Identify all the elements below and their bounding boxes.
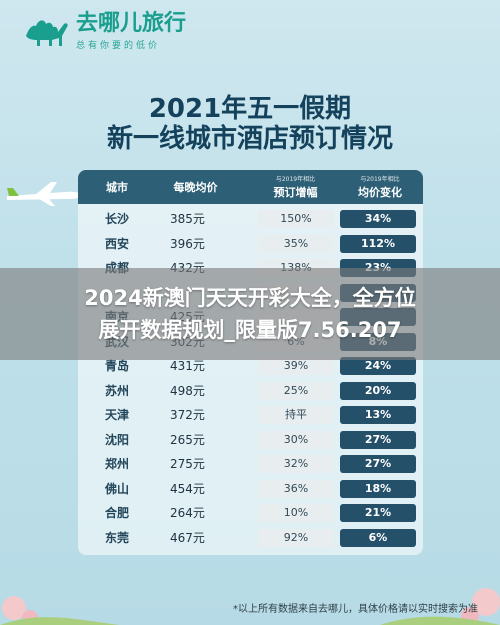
page-title: 2021年五一假期	[148, 94, 352, 124]
overlay-line-1: 2024新澳门天天开彩大全，全方位	[84, 286, 416, 310]
cell-city: 长沙	[105, 212, 130, 226]
table-row: 沈阳 265元 30% 27%	[78, 429, 423, 451]
cell-avg-change: 18%	[340, 479, 416, 498]
cell-city: 合肥	[105, 506, 130, 520]
brand-logo: 去哪儿旅行 总有你要的低价	[22, 12, 186, 51]
cell-avg-change: 13%	[340, 406, 416, 424]
cell-avg-change: 34%	[340, 210, 416, 228]
brand-slogan: 总有你要的低价	[76, 41, 161, 51]
cell-price: 396元	[170, 236, 205, 251]
table-row: 长沙 385元 150% 34%	[78, 208, 423, 230]
cell-booking-growth: 10%	[258, 504, 334, 522]
camel-logo-icon	[26, 19, 68, 46]
footnote: *以上所有数据来自去哪儿，具体价格请以实时搜索为准	[233, 604, 478, 615]
cell-price: 265元	[170, 432, 205, 447]
table-row: 东莞 467元 92% 6%	[78, 527, 423, 549]
page-subtitle: 新一线城市酒店预订情况	[106, 124, 393, 154]
hotel-booking-table: 城市 每晚均价 与2019年相比 预订增幅 与2019年相比 均价变化 长沙 38…	[78, 170, 423, 555]
cell-avg-change: 112%	[340, 234, 416, 253]
cell-city: 苏州	[105, 383, 130, 398]
cell-city: 沈阳	[105, 432, 130, 447]
cell-price: 498元	[170, 383, 205, 398]
cell-booking-growth: 150%	[258, 210, 334, 228]
cell-price: 264元	[170, 506, 205, 520]
cell-price: 372元	[170, 408, 205, 422]
header-booking: 与2019年相比 预订增幅	[273, 176, 318, 199]
table-row: 苏州 498元 25% 20%	[78, 380, 423, 402]
airplane-icon	[7, 182, 82, 206]
cell-booking-growth: 35%	[258, 234, 334, 253]
cell-avg-change: 27%	[340, 430, 416, 449]
cell-city: 天津	[105, 408, 130, 422]
table-row: 郑州 275元 32% 27%	[78, 453, 423, 475]
cell-booking-growth: 36%	[258, 479, 334, 498]
cell-city: 西安	[105, 236, 130, 251]
cell-price: 385元	[170, 212, 205, 226]
header-avg: 与2019年相比 均价变化	[358, 176, 402, 199]
header-city: 城市	[106, 181, 128, 194]
overlay-line-2: 展开数据规划_限量版7.56.207	[98, 318, 402, 342]
brand-name: 去哪儿旅行	[76, 11, 187, 36]
header-price: 每晚均价	[173, 181, 218, 194]
cell-avg-change: 20%	[340, 381, 416, 400]
cell-booking-growth: 39%	[258, 357, 334, 375]
cell-price: 275元	[170, 457, 205, 471]
cell-avg-change: 6%	[340, 528, 416, 547]
cell-avg-change: 21%	[340, 504, 416, 522]
table-row: 合肥 264元 10% 21%	[78, 502, 423, 524]
table-row: 天津 372元 持平 13%	[78, 404, 423, 426]
cell-booking-growth: 30%	[258, 430, 334, 449]
cell-city: 郑州	[105, 457, 130, 471]
cell-booking-growth: 持平	[258, 406, 334, 424]
cell-city: 青岛	[105, 359, 130, 373]
cell-city: 东莞	[105, 530, 130, 545]
cell-booking-growth: 92%	[258, 528, 334, 547]
decorative-flowers-icon	[0, 588, 500, 625]
cell-price: 454元	[170, 481, 205, 496]
table-row: 西安 396元 35% 112%	[78, 233, 423, 255]
cell-booking-growth: 25%	[258, 381, 334, 400]
cell-booking-growth: 32%	[258, 455, 334, 473]
cell-price: 467元	[170, 530, 205, 545]
cell-avg-change: 24%	[340, 357, 416, 375]
cell-avg-change: 27%	[340, 455, 416, 473]
table-row: 青岛 431元 39% 24%	[78, 355, 423, 377]
watermark-overlay: 2024新澳门天天开彩大全，全方位 展开数据规划_限量版7.56.207	[0, 268, 500, 360]
table-header: 城市 每晚均价 与2019年相比 预订增幅 与2019年相比 均价变化	[78, 170, 423, 204]
table-row: 佛山 454元 36% 18%	[78, 478, 423, 500]
cell-city: 佛山	[105, 481, 130, 496]
cell-price: 431元	[170, 359, 205, 373]
